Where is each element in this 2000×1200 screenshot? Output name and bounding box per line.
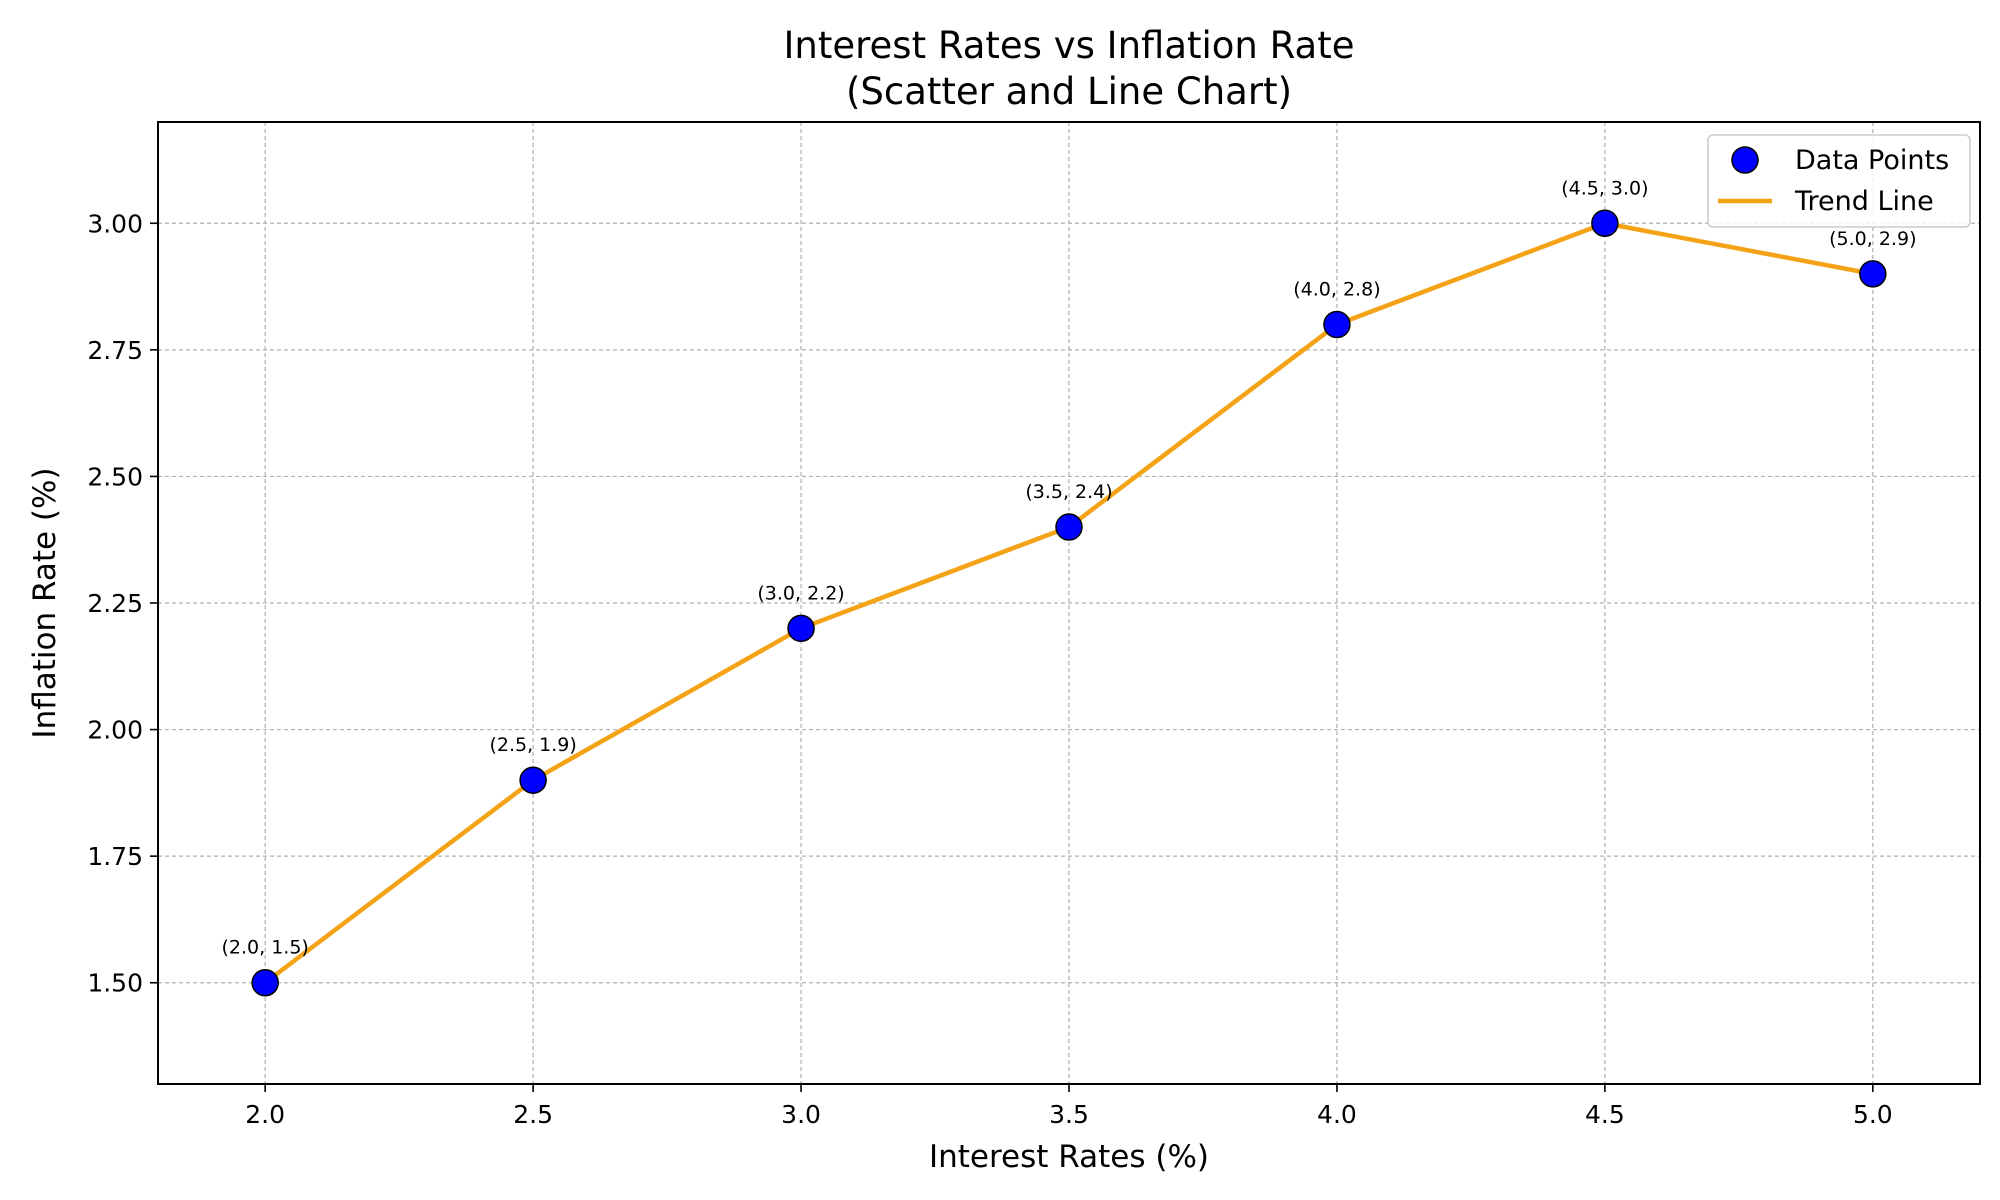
chart-title: Interest Rates vs Inflation Rate: [784, 24, 1355, 67]
y-tick-label: 2.25: [87, 589, 143, 618]
data-point: [519, 766, 547, 794]
y-tick-label: 2.50: [87, 462, 143, 491]
x-tick-label: 5.0: [1853, 1100, 1893, 1129]
x-tick-label: 2.0: [245, 1100, 285, 1129]
y-tick-label: 1.75: [87, 842, 143, 871]
data-point: [1323, 310, 1351, 339]
x-tick-label: 4.0: [1317, 1100, 1357, 1129]
data-points-layer: [251, 209, 1887, 997]
grid-lines: [158, 122, 1980, 1084]
x-axis-label: Interest Rates (%): [929, 1139, 1209, 1175]
y-tick-label: 2.75: [87, 336, 143, 365]
legend-label-trend-line: Trend Line: [1794, 186, 1934, 217]
x-tick-label: 2.5: [513, 1100, 553, 1129]
plot-frame: [157, 121, 1981, 1085]
data-point-label: (2.0, 1.5): [222, 937, 309, 959]
x-tick-label: 3.5: [1049, 1100, 1089, 1129]
y-axis-label: Inflation Rate (%): [27, 467, 63, 738]
legend-marker-data-points: [1731, 146, 1759, 174]
data-point-label: (5.0, 2.9): [1829, 228, 1916, 250]
data-point: [251, 968, 279, 997]
legend-box: [1707, 134, 1971, 228]
y-tick-label: 2.00: [87, 716, 143, 745]
data-point-label: (3.0, 2.2): [757, 582, 844, 604]
data-point-label: (2.5, 1.9): [489, 734, 576, 756]
axis-ticks: 2.0 2.5 3.0 3.5 4.0 4.5 5.0 1.50 1.75 2.00 2.25 2.5…: [87, 209, 1892, 1129]
data-point-label: (4.0, 2.8): [1293, 279, 1380, 301]
data-point: [1055, 513, 1083, 541]
legend-label-data-points: Data Points: [1795, 145, 1949, 176]
y-tick-label: 1.50: [87, 969, 143, 998]
y-tick-label: 3.00: [87, 209, 143, 238]
chart-subtitle: (Scatter and Line Chart): [846, 70, 1292, 113]
data-point-label: (4.5, 3.0): [1561, 177, 1648, 199]
data-point: [1859, 260, 1887, 288]
data-point-label: (3.5, 2.4): [1025, 481, 1112, 503]
x-tick-label: 3.0: [781, 1100, 821, 1129]
data-labels-layer: (2.0, 1.5) (2.5, 1.9) (3.0, 2.2) (3.5, 2.4)…: [222, 177, 1917, 958]
data-point: [787, 614, 815, 643]
data-point: [1591, 209, 1619, 238]
legend: Data Points Trend Line: [1707, 134, 1971, 228]
x-tick-label: 4.5: [1585, 1100, 1625, 1129]
